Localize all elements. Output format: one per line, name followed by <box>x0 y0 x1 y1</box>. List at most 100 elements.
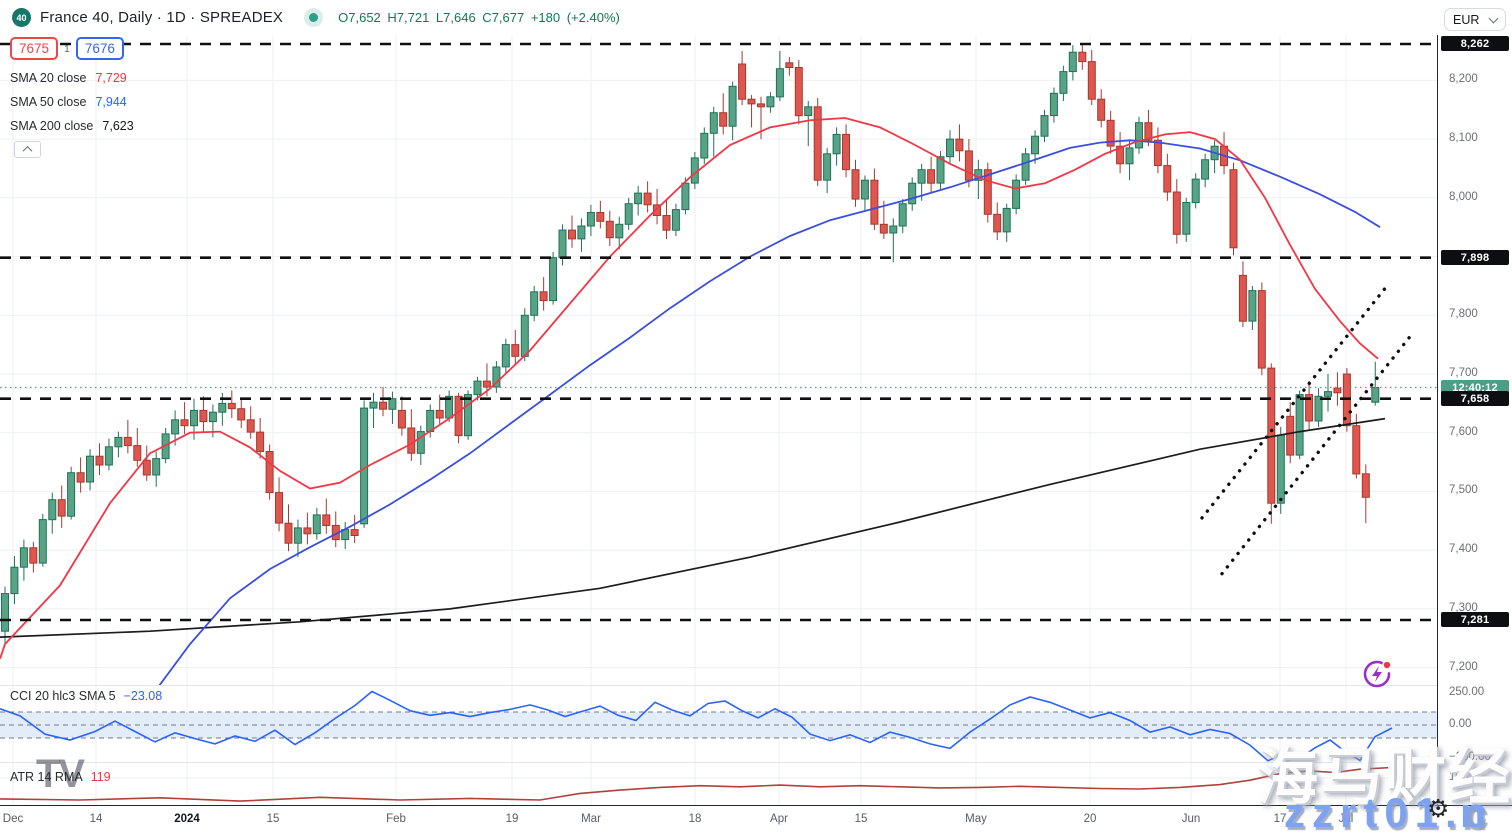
candle-body <box>360 407 369 525</box>
collapse-legend-button[interactable] <box>14 141 41 158</box>
legend-row-sma20[interactable]: SMA 20 close 7,729 <box>10 66 134 90</box>
sma20-line[interactable] <box>0 117 1379 660</box>
site-watermark-tail: n <box>1460 789 1493 835</box>
currency-label: EUR <box>1453 12 1480 27</box>
candle-body <box>775 68 784 98</box>
candle-body <box>964 150 973 181</box>
date-axis-label: Dec <box>2 813 24 825</box>
price-axis-label: 7,600 <box>1449 426 1478 438</box>
candle-body <box>993 213 1002 233</box>
candle-body <box>38 519 47 564</box>
candle-body <box>322 514 331 527</box>
candle-body <box>350 529 359 536</box>
candle-body <box>1049 92 1058 117</box>
lightning-icon[interactable] <box>1361 657 1395 691</box>
price-axis-label: 7,500 <box>1449 484 1478 496</box>
candle-body <box>171 419 180 435</box>
symbol-title[interactable]: France 40, Daily · 1D · SPREADEX <box>40 9 284 26</box>
candle-body <box>464 394 472 437</box>
candle-body <box>832 133 841 155</box>
cci-axis-label: 250.00 <box>1449 686 1485 698</box>
candle-body <box>842 133 850 171</box>
candle-body <box>738 63 747 100</box>
candle-body <box>1153 139 1162 167</box>
candle-body <box>1078 51 1087 63</box>
candle-body <box>397 409 406 429</box>
candle-body <box>114 436 123 448</box>
price-axis-label: 7,200 <box>1449 661 1478 673</box>
date-axis-label: 18 <box>688 813 702 825</box>
candle-body <box>879 223 888 234</box>
currency-dropdown[interactable]: EUR <box>1444 8 1506 31</box>
price-axis[interactable]: 8,200 8,100 8,000 7,800 7,700 7,600 7,500 7,400… <box>1437 0 1512 805</box>
candle-body <box>19 547 28 568</box>
candle-body <box>1125 147 1134 165</box>
candle-body <box>303 527 312 535</box>
cci-line[interactable] <box>0 690 1393 762</box>
cci-title: CCI 20 hlc3 SMA 5 <box>10 689 116 703</box>
symbol-logo: 40 <box>12 8 31 27</box>
candle-body <box>823 153 832 181</box>
candle-body <box>898 203 907 227</box>
date-axis-label: 15 <box>854 813 868 825</box>
candle-body <box>1352 425 1361 475</box>
cci-pane-legend[interactable]: CCI 20 hlc3 SMA 5 −23.08 <box>10 689 162 703</box>
candle-body <box>549 257 558 302</box>
candle-body <box>936 156 945 184</box>
candle-body <box>256 431 265 453</box>
main-pane <box>0 44 1414 698</box>
candle-body <box>1238 274 1247 322</box>
candle-body <box>76 472 85 483</box>
candle-body <box>426 409 435 432</box>
legend-row-sma200[interactable]: SMA 200 close 7,623 <box>10 114 134 138</box>
candle-body <box>1059 71 1068 94</box>
candle-body <box>624 203 633 225</box>
atr-pane-legend[interactable]: ATR 14 RMA 119 <box>10 770 111 784</box>
candle-body <box>1295 394 1304 456</box>
sma20-value: 7,729 <box>95 71 127 85</box>
candle-body <box>1097 98 1106 121</box>
candle-body <box>265 451 274 494</box>
buy-button[interactable]: 7676 <box>75 37 124 60</box>
date-axis-label: 15 <box>266 813 280 825</box>
spread-value: 1 <box>64 42 70 55</box>
gear-icon[interactable]: ⚙ <box>1427 795 1450 823</box>
sma20-label: SMA 20 close <box>10 71 87 85</box>
candle-body <box>568 229 576 240</box>
candle-body <box>851 169 860 200</box>
date-axis-label: Apr <box>770 813 788 825</box>
candle-body <box>615 223 624 239</box>
cci-value: −23.08 <box>123 689 163 703</box>
candle-body <box>379 401 387 410</box>
sma50-line[interactable] <box>150 139 1381 698</box>
candle-body <box>1305 394 1314 422</box>
candle-body <box>757 103 765 108</box>
legend-row-sma50[interactable]: SMA 50 close 7,944 <box>10 90 134 114</box>
market-status-dot-icon <box>309 13 319 22</box>
cci-axis-label: −250.00 <box>1449 751 1491 763</box>
candle-body <box>482 380 491 388</box>
trend-channel-line[interactable] <box>1220 332 1414 576</box>
candle-body <box>1031 135 1039 155</box>
candle-body <box>1324 391 1332 397</box>
candle-body <box>1257 290 1266 369</box>
sell-button[interactable]: 7675 <box>10 37 58 60</box>
candle-body <box>634 192 643 205</box>
candle-body <box>369 401 378 409</box>
candle-body <box>520 314 529 357</box>
date-axis-label: 14 <box>89 813 103 825</box>
chart-canvas[interactable] <box>0 0 1437 805</box>
date-axis[interactable]: Dec 14 2024 15 Feb 19 Mar 18 Apr 15 May 20 Jun 17 Jul <box>0 805 1512 835</box>
trade-panel: 7675 1 7676 <box>10 37 124 60</box>
candle-body <box>927 169 936 184</box>
candle-body <box>1040 115 1049 137</box>
atr-axis-label: 100 <box>1449 771 1469 783</box>
candle-body <box>284 522 293 544</box>
atr-line[interactable] <box>0 766 1393 802</box>
trend-channel-line[interactable] <box>1200 284 1389 520</box>
brand-watermark: 海马财经 <box>1256 743 1512 812</box>
sma200-line[interactable] <box>0 417 1386 638</box>
toolbar: 40 France 40, Daily · 1D · SPREADEX O7,6… <box>0 0 1512 35</box>
price-axis-label: 7,700 <box>1449 367 1478 379</box>
candle-body <box>388 398 397 410</box>
